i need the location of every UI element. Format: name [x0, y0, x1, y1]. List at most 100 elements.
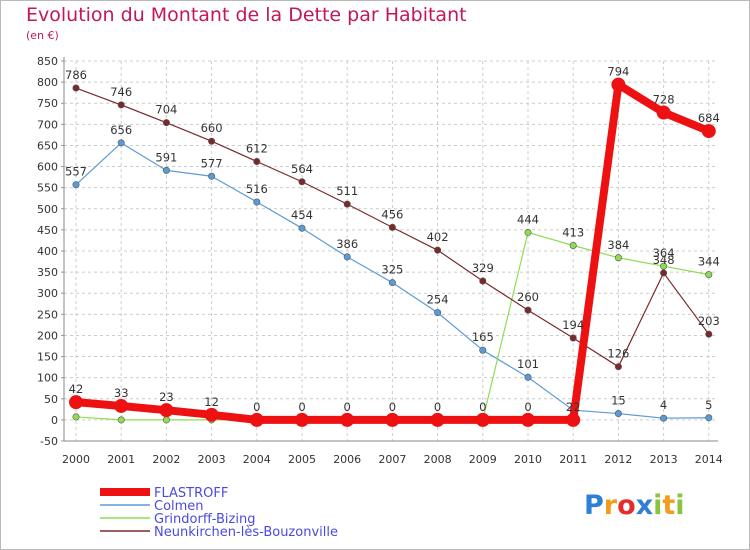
data-point [114, 398, 129, 413]
data-label: 577 [201, 156, 223, 170]
data-label: 591 [155, 150, 177, 164]
x-tick-label: 2008 [424, 453, 452, 466]
data-point [69, 395, 83, 410]
data-label: 454 [291, 208, 313, 222]
proxiti-logo: Proxiti [584, 490, 685, 521]
logo-letter: t [662, 490, 676, 521]
data-label: 254 [427, 293, 449, 307]
data-label: 42 [69, 382, 84, 396]
legend-label: Neunkirchen-lès-Bouzonville [154, 525, 338, 540]
y-tick-label: 800 [37, 76, 58, 89]
data-label: 23 [159, 390, 174, 404]
data-label: 746 [110, 85, 132, 99]
data-point [475, 412, 490, 427]
data-label: 0 [344, 400, 351, 414]
y-tick-label: 0 [51, 414, 58, 427]
data-point [253, 198, 261, 206]
data-label: 413 [562, 226, 584, 240]
x-tick-label: 2002 [152, 453, 180, 466]
data-point [660, 262, 668, 270]
data-label: 22 [566, 400, 581, 414]
logo-letter: i [653, 490, 663, 521]
data-label: 0 [253, 400, 260, 414]
data-label: 786 [65, 68, 87, 82]
data-point [524, 306, 532, 314]
y-tick-label: 550 [37, 182, 58, 195]
data-point [705, 271, 713, 279]
data-point [656, 105, 671, 120]
data-label: 203 [698, 314, 720, 328]
data-label: 516 [246, 182, 268, 196]
data-point [434, 246, 442, 254]
data-point [72, 413, 80, 421]
data-point [388, 223, 396, 231]
data-label: 612 [246, 141, 268, 155]
data-label: 656 [110, 123, 132, 137]
data-point [117, 416, 125, 424]
y-tick-label: 100 [37, 372, 58, 385]
data-point [569, 242, 577, 250]
data-point [159, 403, 174, 418]
logo-letter: P [584, 490, 604, 521]
data-point [521, 412, 535, 427]
data-point [298, 178, 306, 186]
data-label: 557 [65, 165, 87, 179]
legend-label: Colmen [154, 499, 204, 514]
data-point [434, 309, 442, 317]
data-label: 660 [201, 121, 223, 135]
data-point [298, 224, 306, 232]
data-label: 348 [653, 253, 675, 267]
data-point [208, 137, 216, 145]
data-point [385, 412, 400, 427]
data-point [117, 101, 125, 109]
data-label: 0 [524, 400, 531, 414]
data-point [388, 279, 396, 287]
y-tick-label: 200 [37, 329, 58, 342]
data-label: 364 [653, 246, 675, 260]
y-tick-label: 350 [37, 266, 58, 279]
y-tick-label: 700 [37, 118, 58, 131]
x-tick-label: 2000 [62, 453, 90, 466]
x-tick-label: 2012 [604, 453, 632, 466]
y-tick-label: 250 [37, 308, 58, 321]
data-label: 4 [660, 398, 667, 412]
x-tick-label: 2011 [559, 453, 587, 466]
data-label: 794 [607, 65, 629, 79]
data-label: 402 [427, 230, 449, 244]
y-tick-label: 50 [44, 393, 58, 406]
data-label: 101 [517, 357, 539, 371]
data-point [524, 228, 532, 236]
x-tick-label: 2004 [243, 453, 271, 466]
data-point [614, 410, 622, 418]
x-tick-label: 2009 [469, 453, 497, 466]
logo-letter: i [675, 490, 685, 521]
data-point [701, 124, 716, 139]
data-point [343, 253, 351, 261]
data-label: 564 [291, 162, 313, 176]
data-label: 704 [155, 103, 177, 117]
data-point [705, 330, 713, 338]
data-point [208, 172, 216, 180]
y-tick-label: 300 [37, 287, 58, 300]
data-point [343, 200, 351, 208]
x-tick-label: 2007 [378, 453, 406, 466]
y-tick-label: 600 [37, 161, 58, 174]
data-point [340, 412, 355, 427]
data-label: 0 [389, 400, 396, 414]
data-label: 165 [472, 330, 494, 344]
y-tick-label: -50 [40, 435, 58, 448]
data-point [614, 254, 622, 262]
data-point [566, 412, 581, 427]
y-tick-label: 400 [37, 245, 58, 258]
data-point [162, 166, 170, 174]
data-point [249, 412, 264, 427]
data-label: 5 [705, 398, 712, 412]
data-point [162, 416, 170, 424]
data-point [430, 412, 445, 427]
legend-label: Grindorff-Bizing [154, 512, 255, 527]
x-tick-label: 2003 [198, 453, 226, 466]
data-label: 12 [204, 395, 219, 409]
data-label: 511 [336, 184, 358, 198]
y-tick-label: 500 [37, 203, 58, 216]
y-tick-label: 750 [37, 97, 58, 110]
